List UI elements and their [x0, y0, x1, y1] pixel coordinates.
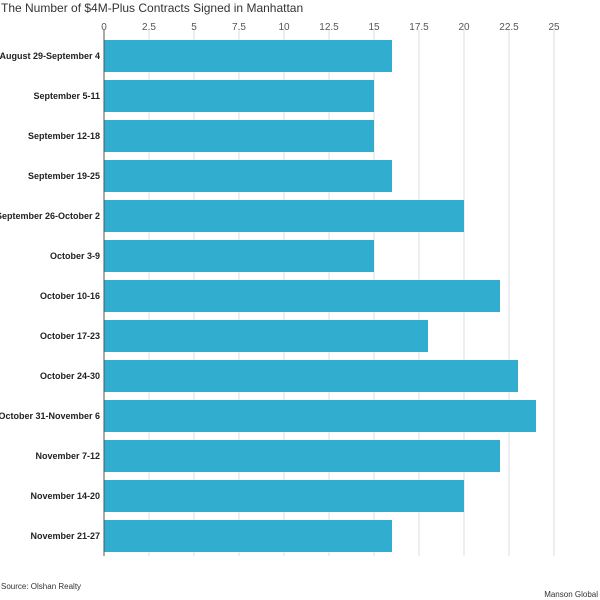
bar — [104, 40, 392, 72]
category-label: October 10-16 — [40, 291, 100, 301]
source-note: Source: Olshan Realty — [1, 582, 82, 591]
category-label: October 17-23 — [40, 331, 100, 341]
x-tick-label: 0 — [101, 22, 107, 33]
bar — [104, 160, 392, 192]
x-tick-label: 15 — [368, 22, 380, 33]
x-tick-label: 17.5 — [409, 22, 429, 33]
category-label: September 12-18 — [28, 131, 100, 141]
category-label: September 5-11 — [33, 91, 100, 101]
bar — [104, 400, 536, 432]
bar — [104, 80, 374, 112]
category-labels: August 29-September 4 September 5-11 Septe… — [0, 51, 100, 541]
x-axis-ticks: 0 2.5 5 7.5 10 12.5 15 17.5 20 22.5 25 — [101, 22, 560, 33]
x-tick-label: 2.5 — [142, 22, 156, 33]
bar — [104, 120, 374, 152]
x-tick-label: 5 — [191, 22, 197, 33]
bars — [104, 40, 536, 552]
bar — [104, 360, 518, 392]
category-label: October 24-30 — [40, 371, 100, 381]
bar — [104, 280, 500, 312]
category-label: October 3-9 — [50, 251, 100, 261]
bar — [104, 520, 392, 552]
brand-note: Manson Global — [544, 590, 598, 599]
bar — [104, 440, 500, 472]
category-label: September 19-25 — [28, 171, 100, 181]
chart-title: The Number of $4M-Plus Contracts Signed … — [1, 1, 304, 15]
x-tick-label: 12.5 — [319, 22, 339, 33]
bar — [104, 240, 374, 272]
bar — [104, 200, 464, 232]
category-label: November 21-27 — [30, 531, 100, 541]
x-tick-label: 20 — [458, 22, 470, 33]
x-tick-label: 22.5 — [499, 22, 519, 33]
bar — [104, 320, 428, 352]
x-tick-label: 10 — [278, 22, 290, 33]
bar — [104, 480, 464, 512]
x-tick-label: 7.5 — [232, 22, 246, 33]
category-label: August 29-September 4 — [0, 51, 100, 61]
x-tick-label: 25 — [548, 22, 560, 33]
category-label: November 7-12 — [35, 451, 100, 461]
category-label: September 26-October 2 — [0, 211, 100, 221]
category-label: November 14-20 — [30, 491, 100, 501]
category-label: October 31-November 6 — [0, 411, 100, 421]
